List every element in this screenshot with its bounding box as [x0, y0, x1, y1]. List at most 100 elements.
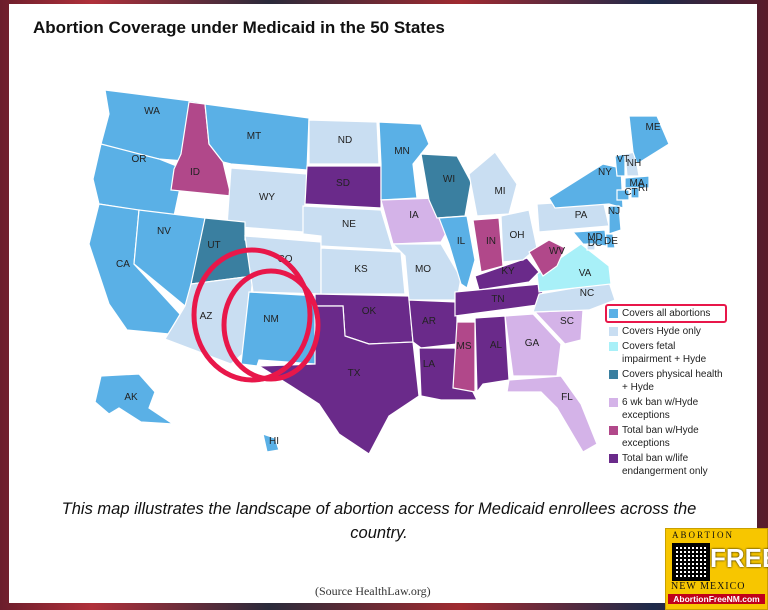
state-label-ar: AR: [422, 316, 436, 327]
state-tx: [257, 305, 420, 455]
legend-swatch: [609, 327, 618, 336]
state-ri: [630, 187, 640, 199]
state-label-il: IL: [457, 236, 466, 247]
badge-top-text: ABORTION: [672, 530, 734, 540]
legend-swatch: [609, 370, 618, 379]
state-label-md: MD: [587, 232, 603, 243]
state-label-mt: MT: [247, 131, 261, 142]
badge-url: AbortionFreeNM.com: [668, 594, 765, 604]
state-label-ut: UT: [207, 240, 220, 251]
state-label-pa: PA: [575, 210, 588, 221]
us-map: WAORCANVIDMTWYUTAZCONMNDSDNEKSOKTXMNIAMO…: [88, 89, 670, 455]
state-label-in: IN: [486, 236, 496, 247]
state-label-hi: HI: [269, 436, 279, 447]
legend-label: Covers physical health + Hyde: [622, 369, 723, 393]
state-label-nm: NM: [263, 314, 279, 325]
state-label-ms: MS: [457, 341, 472, 352]
state-label-ks: KS: [354, 264, 368, 275]
state-label-mi: MI: [494, 186, 505, 197]
state-label-ok: OK: [362, 306, 377, 317]
state-mi: [468, 151, 518, 217]
state-ks: [320, 247, 406, 295]
state-wv: [528, 239, 566, 277]
legend-swatch: [609, 454, 618, 463]
state-label-wa: WA: [144, 106, 160, 117]
state-label-sc: SC: [560, 316, 574, 327]
state-nd: [308, 119, 380, 165]
badge-middle-text: FREE: [710, 543, 768, 573]
state-label-nh: NH: [627, 158, 641, 169]
legend-item: 6 wk ban w/Hyde exceptions: [609, 396, 727, 422]
badge-bottom-text: NEW MEXICO: [671, 581, 746, 592]
state-label-or: OR: [132, 154, 147, 165]
legend-label: Total ban w/Hyde exceptions: [622, 425, 699, 449]
map-title: Abortion Coverage under Medicaid in the …: [33, 18, 445, 37]
state-me: [628, 115, 670, 165]
state-label-ia: IA: [409, 210, 419, 221]
state-label-mn: MN: [394, 146, 410, 157]
legend-label: Covers fetal impairment + Hyde: [622, 341, 707, 365]
legend-swatch: [609, 309, 618, 318]
state-label-wi: WI: [443, 174, 455, 185]
state-label-oh: OH: [510, 230, 525, 241]
state-ne: [302, 205, 394, 251]
legend-swatch: [609, 426, 618, 435]
state-vt: [614, 153, 626, 177]
state-label-nc: NC: [580, 288, 594, 299]
state-mt: [204, 103, 310, 171]
qr-code-icon: [672, 543, 710, 581]
legend-item: Total ban w/life endangerment only: [609, 452, 727, 478]
state-ny: [548, 163, 624, 209]
state-nj: [608, 205, 622, 235]
state-label-va: VA: [579, 268, 592, 279]
legend-item: Total ban w/Hyde exceptions: [609, 424, 727, 450]
state-label-ga: GA: [525, 338, 540, 349]
state-ms: [452, 321, 476, 393]
state-label-la: LA: [423, 359, 436, 370]
state-sd: [304, 165, 382, 209]
state-label-al: AL: [490, 340, 503, 351]
state-label-me: ME: [646, 122, 661, 133]
state-label-ak: AK: [124, 392, 138, 403]
state-label-nv: NV: [157, 226, 171, 237]
state-label-ne: NE: [342, 219, 356, 230]
state-label-tx: TX: [348, 368, 361, 379]
state-label-ri: RI: [638, 183, 648, 194]
state-al: [474, 315, 510, 394]
legend-label: 6 wk ban w/Hyde exceptions: [622, 397, 699, 421]
state-va: [536, 243, 612, 293]
state-hi: [262, 433, 280, 453]
highlight-circle-inner: [221, 268, 321, 382]
legend-label: Total ban w/life endangerment only: [622, 453, 708, 477]
state-md: [571, 229, 608, 247]
legend-label: Covers Hyde only: [622, 326, 701, 337]
legend-item: Covers fetal impairment + Hyde: [609, 340, 727, 366]
state-label-dc: DC: [588, 238, 602, 249]
state-label-az: AZ: [200, 311, 213, 322]
state-label-ky: KY: [501, 266, 515, 277]
state-ma: [624, 175, 650, 189]
state-label-mo: MO: [415, 264, 431, 275]
state-label-id: ID: [190, 167, 200, 178]
state-ar: [408, 299, 458, 349]
legend-swatch: [609, 398, 618, 407]
state-ct: [616, 189, 630, 201]
source-note: (Source HealthLaw.org): [315, 584, 431, 598]
state-label-nj: NJ: [608, 206, 620, 217]
legend-label: Covers all abortions: [622, 308, 711, 319]
state-fl: [506, 375, 598, 453]
state-label-ma: MA: [630, 178, 645, 189]
map-card: Abortion Coverage under Medicaid in the …: [9, 4, 768, 610]
state-il: [438, 215, 476, 289]
state-label-ny: NY: [598, 167, 612, 178]
state-shapes: [88, 89, 670, 455]
state-label-ct: CT: [624, 187, 637, 198]
map-caption: This map illustrates the landscape of ab…: [61, 500, 697, 542]
state-labels: WAORCANVIDMTWYUTAZCONMNDSDNEKSOKTXMNIAMO…: [116, 106, 661, 447]
highlight-circle-outer: [191, 247, 313, 383]
legend-item: Covers Hyde only: [609, 325, 727, 338]
legend-swatch: [609, 342, 618, 351]
state-label-tn: TN: [491, 294, 504, 305]
state-ak: [94, 373, 176, 425]
state-label-ca: CA: [116, 259, 130, 270]
